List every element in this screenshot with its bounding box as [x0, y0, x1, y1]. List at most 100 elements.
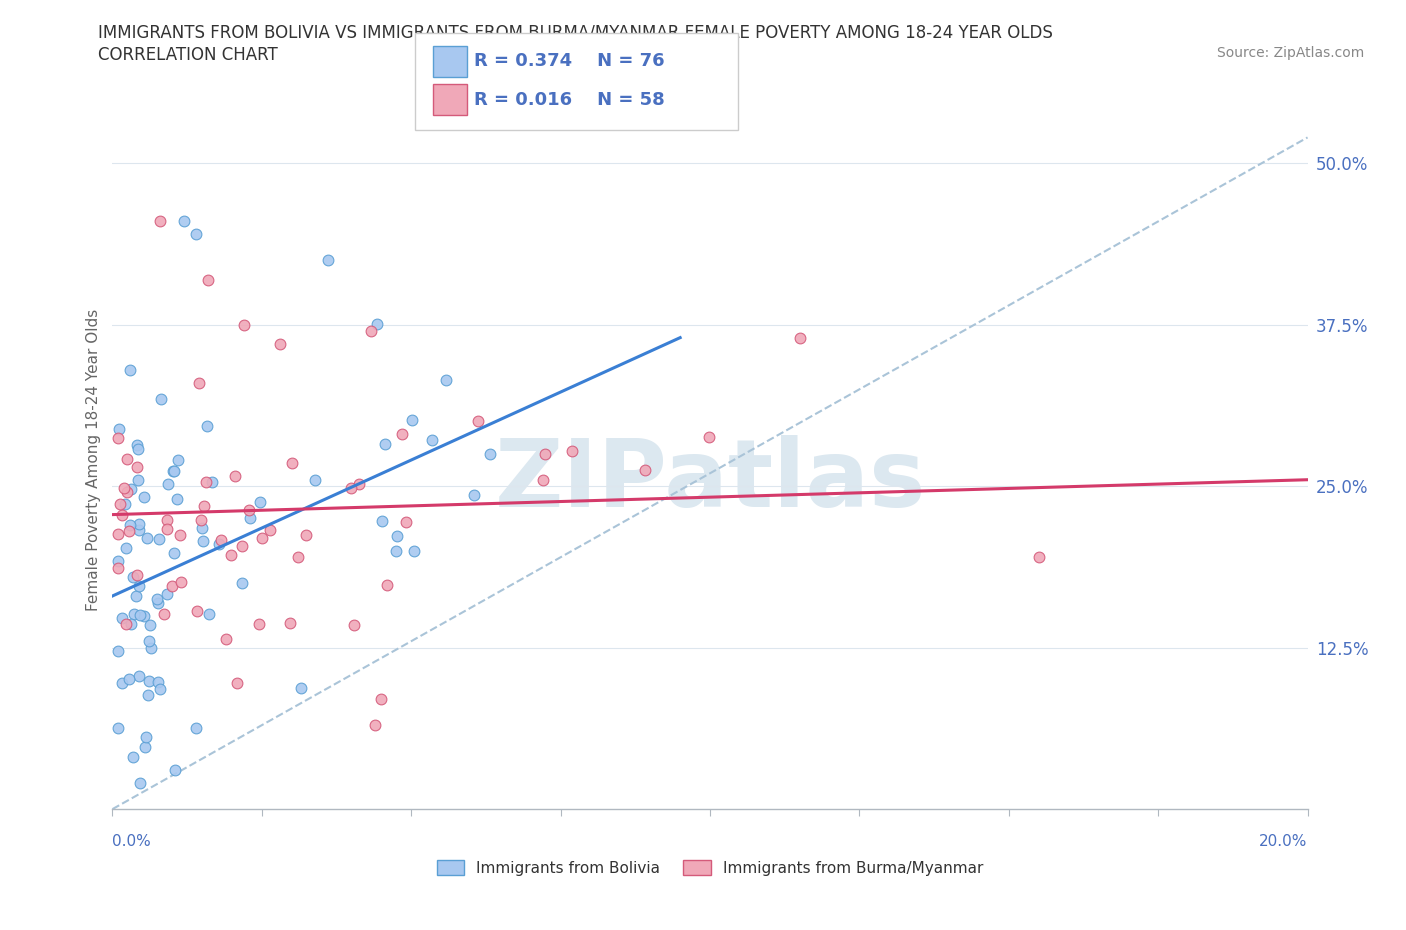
Point: [146, 596, 169, 611]
Point: [127, 567, 149, 582]
Point: [138, 674, 160, 689]
Point: [278, 616, 301, 631]
Point: [634, 462, 657, 477]
Point: [219, 548, 242, 563]
Point: [191, 534, 214, 549]
Point: [125, 460, 148, 475]
Point: [252, 530, 274, 545]
Point: [169, 527, 191, 542]
Point: [316, 253, 339, 268]
Point: [120, 481, 142, 496]
Point: [112, 481, 135, 496]
Point: [145, 591, 167, 606]
Point: [364, 718, 387, 733]
Point: [370, 692, 392, 707]
Point: [156, 586, 179, 601]
Point: [129, 776, 152, 790]
Point: [340, 480, 363, 495]
Point: [115, 617, 138, 631]
Point: [238, 503, 260, 518]
Point: [385, 543, 408, 558]
Point: [120, 617, 142, 631]
Point: [115, 485, 138, 499]
Point: [360, 324, 382, 339]
Point: [269, 337, 291, 352]
Point: [134, 739, 156, 754]
Text: Source: ZipAtlas.com: Source: ZipAtlas.com: [1216, 46, 1364, 60]
Point: [107, 431, 129, 445]
Point: [156, 476, 179, 491]
Point: [343, 618, 366, 632]
Point: [697, 430, 720, 445]
Point: [108, 497, 131, 512]
Point: [193, 499, 215, 514]
Point: [190, 512, 212, 527]
Point: [128, 578, 150, 593]
Point: [156, 521, 179, 536]
Point: [117, 452, 139, 467]
Point: [197, 272, 219, 287]
Point: [121, 569, 143, 584]
Point: [290, 681, 312, 696]
Text: ZIPatlas: ZIPatlas: [495, 435, 925, 527]
Point: [120, 363, 142, 378]
Point: [163, 763, 186, 777]
Point: [107, 561, 129, 576]
Point: [561, 444, 583, 458]
Point: [111, 611, 134, 626]
Point: [789, 330, 811, 345]
Point: [135, 730, 157, 745]
Point: [231, 538, 253, 553]
Point: [395, 514, 418, 529]
Point: [375, 578, 398, 592]
Point: [226, 676, 249, 691]
Point: [467, 414, 489, 429]
Point: [127, 442, 149, 457]
Point: [152, 606, 174, 621]
Point: [138, 633, 160, 648]
Point: [195, 475, 218, 490]
Point: [118, 672, 141, 687]
Point: [197, 606, 219, 621]
Point: [385, 528, 408, 543]
Point: [146, 674, 169, 689]
Point: [186, 227, 208, 242]
Point: [281, 456, 304, 471]
Point: [107, 526, 129, 541]
Point: [118, 518, 141, 533]
Point: [117, 524, 139, 538]
Point: [128, 669, 150, 684]
Point: [247, 617, 270, 631]
Point: [132, 489, 155, 504]
Point: [167, 452, 190, 467]
Point: [195, 418, 218, 433]
Point: [149, 682, 172, 697]
Point: [127, 472, 149, 487]
Point: [239, 511, 262, 525]
Point: [107, 421, 129, 436]
Point: [128, 523, 150, 538]
Point: [125, 589, 148, 604]
Point: [191, 521, 214, 536]
Point: [107, 644, 129, 658]
Point: [166, 492, 188, 507]
Y-axis label: Female Poverty Among 18-24 Year Olds: Female Poverty Among 18-24 Year Olds: [86, 309, 101, 612]
Point: [224, 469, 246, 484]
Point: [149, 392, 172, 406]
Point: [125, 438, 148, 453]
Point: [463, 487, 485, 502]
Point: [304, 473, 326, 488]
Point: [107, 554, 129, 569]
Point: [163, 546, 186, 561]
Point: [287, 550, 309, 565]
Point: [114, 497, 136, 512]
Point: [374, 436, 396, 451]
Point: [404, 544, 426, 559]
Point: [107, 721, 129, 736]
Point: [122, 607, 145, 622]
Point: [121, 750, 143, 764]
Point: [128, 608, 150, 623]
Point: [173, 214, 195, 229]
Point: [249, 495, 271, 510]
Point: [115, 540, 138, 555]
